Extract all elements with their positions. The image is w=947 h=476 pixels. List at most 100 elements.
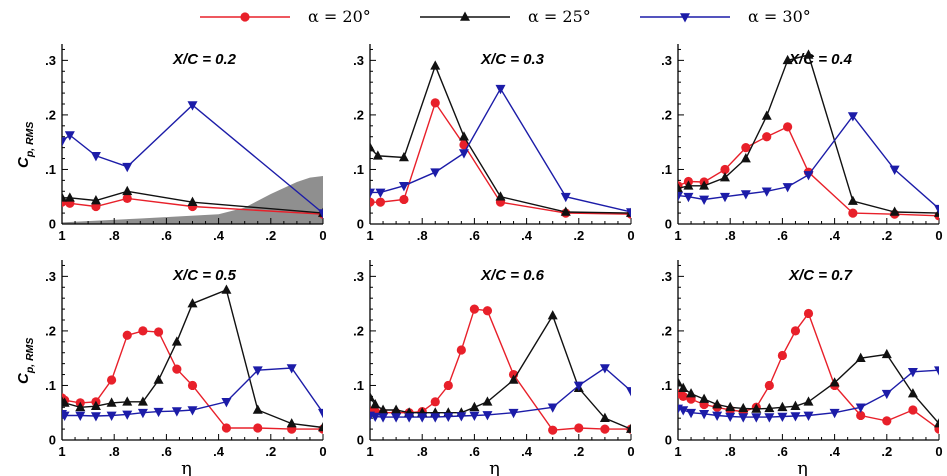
y-tick-label: .1 [353, 378, 364, 393]
data-point [221, 423, 232, 433]
data-point [375, 197, 386, 207]
x-tick-label: .8 [109, 228, 120, 243]
panel-title: X/C = 0.4 [788, 51, 853, 68]
data-point [153, 374, 164, 384]
data-point [547, 403, 558, 413]
data-point [456, 412, 467, 422]
x-tick-label: 1 [58, 444, 65, 459]
data-point [782, 54, 793, 65]
data-point [573, 381, 584, 391]
data-point [252, 404, 263, 414]
y-tick-label: .3 [661, 53, 672, 68]
data-point [459, 140, 469, 150]
data-point [252, 366, 263, 376]
x-tick-label: .8 [725, 228, 736, 243]
series-line [678, 114, 939, 210]
data-point [430, 397, 440, 407]
data-point [699, 195, 710, 205]
panel-title: X/C = 0.2 [172, 51, 237, 68]
data-point [187, 406, 198, 416]
data-point [430, 60, 441, 70]
data-point [678, 406, 689, 416]
data-point [751, 413, 762, 423]
data-point [719, 192, 730, 203]
data-point [430, 168, 441, 178]
y-axis-label: Cp, RMS [15, 338, 36, 384]
y-tick-label: 0 [49, 433, 56, 448]
data-point [391, 404, 402, 414]
data-point [782, 183, 793, 193]
data-point [508, 408, 519, 419]
data-point [370, 142, 375, 152]
data-point [908, 405, 918, 415]
data-point [699, 180, 710, 190]
data-point [678, 191, 683, 202]
x-tick-label: .6 [777, 444, 788, 459]
x-tick-label: .4 [521, 444, 533, 459]
y-tick-label: .2 [353, 323, 364, 338]
y-tick-label: 0 [665, 433, 672, 448]
legend-label: α = 20° [308, 7, 371, 26]
data-point [137, 408, 148, 419]
data-series [62, 185, 323, 217]
x-tick-label: .6 [469, 444, 480, 459]
data-point [64, 192, 75, 202]
data-point [719, 172, 730, 182]
data-point [803, 171, 814, 181]
data-point [686, 408, 697, 419]
data-point [469, 304, 479, 314]
legend-entry: α = 25° [420, 7, 591, 26]
data-point [482, 306, 493, 316]
data-point [253, 423, 263, 433]
data-point [122, 193, 132, 203]
data-point [856, 410, 866, 421]
data-point [286, 418, 297, 428]
x-tick-label: 0 [935, 444, 942, 459]
data-point [90, 152, 101, 162]
data-point [725, 412, 736, 423]
data-point [678, 377, 683, 387]
data-point [683, 192, 694, 203]
x-tick-label: .2 [265, 228, 276, 243]
data-point [881, 348, 892, 359]
y-tick-label: .3 [353, 269, 364, 284]
data-point [803, 396, 814, 406]
y-tick-label: 0 [665, 217, 672, 232]
series-line [370, 87, 631, 213]
data-point [574, 423, 584, 433]
data-point [456, 345, 466, 355]
legend-entry: α = 30° [640, 7, 811, 26]
data-point [187, 380, 198, 391]
data-point [171, 407, 182, 417]
panel-title: X/C = 0.6 [480, 267, 545, 284]
chart-panel: 0 .1 .2 .3 1 .8 .6 .4 .2 0 X/C = 0.2 Cp, RMS [15, 44, 327, 243]
data-point [678, 183, 683, 193]
data-point [855, 352, 866, 362]
chart-panels: 0 .1 .2 .3 1 .8 .6 .4 .2 0 X/C = 0.2 Cp, RMS 0 .1 .2 .3… [15, 44, 943, 476]
x-tick-label: .4 [213, 228, 225, 243]
data-series [678, 112, 939, 215]
x-tick-label: .2 [881, 444, 892, 459]
data-point [90, 195, 101, 205]
y-tick-label: 0 [357, 217, 364, 232]
y-tick-label: .3 [45, 53, 56, 68]
data-series [62, 326, 323, 434]
data-point [137, 396, 148, 406]
y-tick-label: .2 [45, 323, 56, 338]
legend: α = 20° α = 25° α = 30° [200, 7, 811, 26]
x-axis-label: η [797, 458, 808, 476]
data-series [370, 364, 631, 423]
chart-panel: 0 .1 .2 .3 1 .8 .6 .4 .2 0 X/C = 0.3 [353, 44, 635, 243]
x-tick-label: .4 [213, 444, 225, 459]
data-point [443, 412, 454, 423]
x-tick-label: 1 [58, 228, 65, 243]
data-point [318, 408, 323, 419]
data-point [683, 180, 694, 190]
data-point [847, 195, 858, 205]
data-point [62, 397, 70, 407]
data-point [678, 382, 689, 392]
data-series [62, 364, 323, 422]
data-point [122, 396, 133, 406]
data-point [398, 151, 409, 162]
legend-marker [460, 11, 470, 21]
